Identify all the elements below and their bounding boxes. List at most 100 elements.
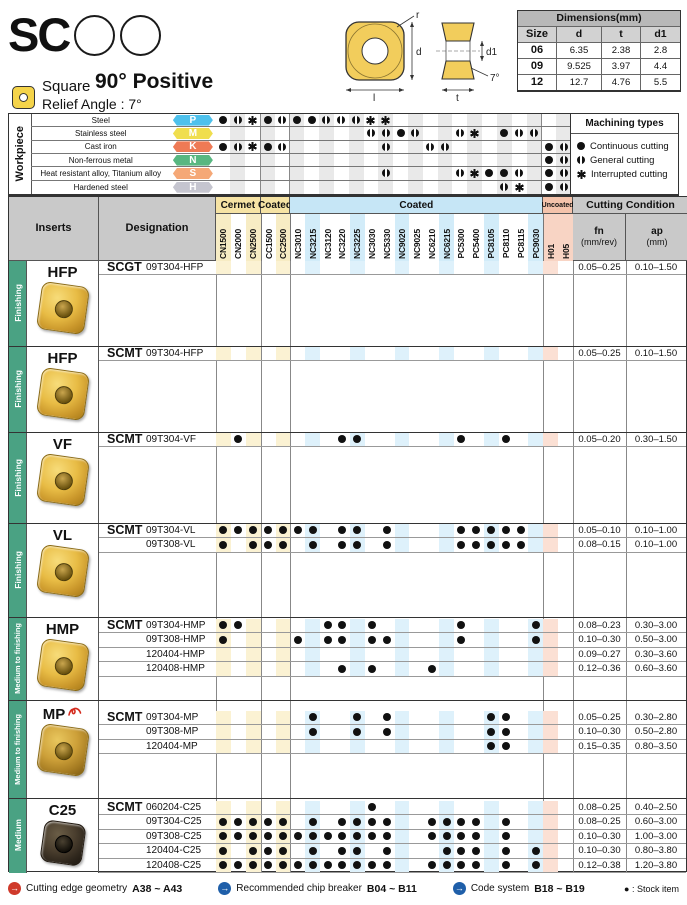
workpiece-name: Heat resistant alloy, Titanium alloy bbox=[40, 168, 162, 178]
fn-value: 0.12–0.36 bbox=[578, 663, 621, 675]
designation-rows: SCMT 09T304-VF 0.05–0.20 0.30–1.50 bbox=[99, 432, 686, 447]
workpiece-row: Stainless steel M bbox=[31, 127, 571, 141]
stock-dot bbox=[353, 540, 362, 549]
grade-dot-cell bbox=[514, 538, 529, 552]
insert-image bbox=[38, 818, 87, 867]
designation-code: 09T304-MP bbox=[146, 711, 199, 723]
stock-dot bbox=[308, 817, 317, 826]
insert-name: HFP bbox=[47, 349, 78, 367]
grade-dot-cell bbox=[409, 524, 424, 538]
designation-cell: SCMT 060204-C25 bbox=[99, 800, 216, 815]
grade-dot-cell bbox=[231, 830, 246, 844]
grade-dot-cell bbox=[469, 815, 484, 829]
grade-dot-cell bbox=[514, 524, 529, 538]
stock-dot bbox=[219, 635, 228, 644]
stock-dot bbox=[293, 526, 302, 535]
stock-dot bbox=[219, 621, 228, 630]
grade-code-header: NC3030 bbox=[365, 214, 380, 261]
grade-dot-cell bbox=[290, 347, 305, 361]
workpiece-grade-grid bbox=[215, 180, 571, 194]
machining-symbol-g bbox=[337, 116, 346, 125]
stock-dot bbox=[293, 635, 302, 644]
table-vline bbox=[573, 798, 574, 873]
stock-dot bbox=[502, 540, 511, 549]
grade-dot-cell bbox=[499, 433, 514, 447]
grade-dot-cell bbox=[469, 662, 484, 676]
grade-dot-cell bbox=[394, 633, 410, 647]
grade-dot-cell bbox=[365, 711, 380, 725]
workpiece-grade-cell bbox=[512, 167, 527, 179]
workpiece-grade-cell bbox=[289, 153, 305, 167]
grade-dot-cell bbox=[469, 725, 484, 739]
stock-dot bbox=[502, 526, 511, 535]
grade-code-text: NC9025 bbox=[411, 228, 422, 259]
grade-dot-cell bbox=[380, 648, 395, 662]
grade-dot-cell bbox=[499, 648, 514, 662]
label-d: d bbox=[416, 47, 422, 58]
footer-reference: Cutting edge geometry A38 ~ A43 bbox=[8, 882, 182, 895]
grade-code-header: CN1500 bbox=[216, 214, 231, 261]
table-vline bbox=[543, 523, 545, 617]
grade-dot-cell bbox=[380, 662, 395, 676]
inserts-table: Inserts Designation Cermet Coated Coated Un… bbox=[8, 196, 687, 873]
insert-group-label: Finishing bbox=[12, 284, 23, 322]
workpiece-grade-cell bbox=[526, 153, 542, 167]
legend-item-label: Continuous cutting bbox=[590, 140, 669, 152]
dimensions-table: Dimensions(mm) Size d t d1 06 6.35 2.38 2.8 09 9.5… bbox=[517, 10, 681, 92]
grade-dot-cell bbox=[216, 633, 231, 647]
stock-dot bbox=[487, 540, 496, 549]
stock-dot bbox=[338, 435, 347, 444]
workpiece-grade-cell bbox=[348, 127, 364, 140]
workpiece-grade-cell bbox=[496, 140, 512, 153]
workpiece-grade-cell bbox=[215, 114, 230, 126]
grade-dot-cell bbox=[483, 800, 499, 814]
grade-dot-cell bbox=[424, 830, 439, 844]
workpiece-grade-cell bbox=[245, 167, 260, 179]
grade-dot-cell bbox=[499, 830, 514, 844]
grade-dot-cell bbox=[483, 815, 499, 829]
workpiece-grade-cell bbox=[289, 167, 305, 180]
fn-value: 0.08–0.15 bbox=[578, 539, 621, 551]
grade-dot-cell bbox=[245, 829, 261, 843]
table-vline bbox=[216, 432, 217, 523]
insert-photo-cell: C25 bbox=[27, 798, 99, 873]
grade-dot-cell bbox=[216, 844, 231, 858]
grade-dot-cell bbox=[305, 725, 321, 739]
grade-dot-cells bbox=[216, 260, 573, 275]
grade-dot-cell bbox=[365, 662, 380, 676]
grade-dot-cell bbox=[439, 858, 454, 872]
table-vline bbox=[216, 346, 217, 432]
stock-dot bbox=[442, 832, 451, 841]
stock-dot bbox=[308, 540, 317, 549]
stock-dot bbox=[308, 713, 317, 722]
workpiece-grade-cell bbox=[467, 153, 483, 167]
stock-dot bbox=[234, 526, 243, 535]
grade-dot-cell bbox=[454, 830, 469, 844]
stock-dot bbox=[502, 817, 511, 826]
stock-dot bbox=[219, 540, 228, 549]
workpiece-grade-cell bbox=[423, 114, 438, 126]
workpiece-letter-cell: P bbox=[170, 114, 215, 126]
stock-dot bbox=[338, 621, 347, 630]
grade-dot-cell bbox=[380, 740, 395, 754]
machining-symbol-c bbox=[577, 142, 585, 150]
grade-code-header: PC8115 bbox=[514, 214, 529, 261]
grade-dot-cell bbox=[424, 538, 439, 552]
table-vline bbox=[260, 260, 262, 346]
workpiece-grade-cell bbox=[230, 140, 245, 153]
grade-group-header: Coated bbox=[258, 197, 292, 214]
stock-dot bbox=[457, 861, 466, 870]
grade-dot-cell bbox=[290, 662, 305, 676]
grade-dot-cell bbox=[558, 801, 573, 815]
workpiece-grade-cell bbox=[541, 127, 556, 140]
workpiece-grade-cell bbox=[437, 180, 453, 194]
grade-dot-cell bbox=[558, 261, 573, 275]
designation-prefix: SCGT bbox=[107, 259, 142, 274]
workpiece-grade-grid bbox=[215, 167, 571, 180]
table-vline bbox=[260, 700, 262, 798]
grade-dot-cell bbox=[320, 648, 335, 662]
table-vline bbox=[290, 432, 292, 523]
footer-reference-label: Recommended chip breaker bbox=[236, 883, 362, 894]
grade-dot-cell bbox=[245, 725, 261, 739]
grade-dot-cell bbox=[261, 347, 276, 361]
